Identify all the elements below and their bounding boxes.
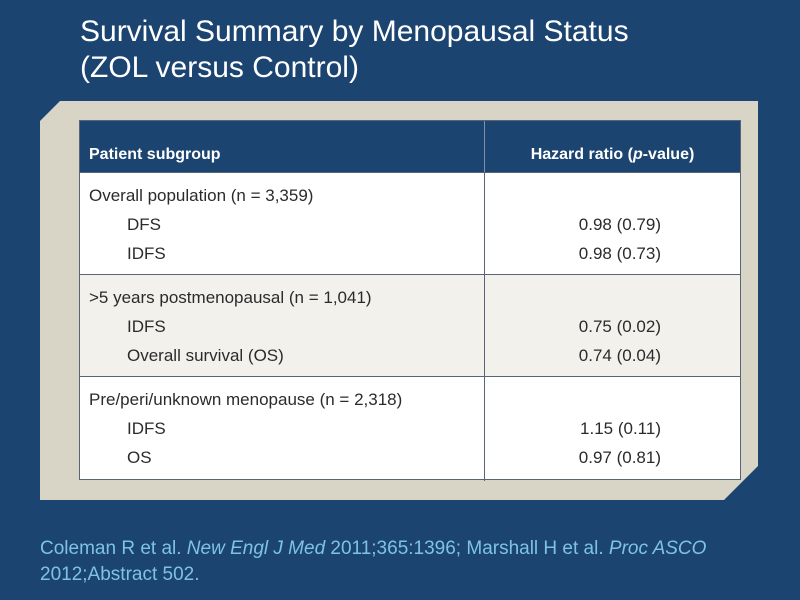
citation-journal2: Proc ASCO — [608, 538, 707, 559]
slide-title-line1: Survival Summary by Menopausal Status — [80, 15, 629, 48]
citation-part3: 2012;Abstract 502. — [40, 564, 200, 585]
header-patient-subgroup: Patient subgroup — [80, 121, 485, 172]
endpoint-label: OS — [127, 448, 152, 467]
hazard-value: 1.15 (0.11) — [580, 419, 661, 438]
table-header: Patient subgroup Hazard ratio (p -value) — [80, 121, 740, 173]
survival-table: Patient subgroup Hazard ratio (p -value) … — [79, 120, 741, 481]
endpoint-label: IDFS — [127, 317, 166, 336]
hazard-value: 0.98 (0.79) — [578, 215, 661, 234]
header-hazard-prefix: Hazard ratio ( — [530, 146, 633, 163]
endpoint-label: IDFS — [127, 419, 166, 438]
hazard-cell: 0.98 (0.79) 0.98 (0.73) — [485, 173, 740, 274]
subgroup-cell: Overall population (n = 3,359) DFS IDFS — [80, 173, 485, 274]
subgroup-cell: >5 years postmenopausal (n = 1,041) IDFS… — [80, 275, 485, 376]
endpoint-label: Overall survival (OS) — [127, 346, 284, 365]
citation: Coleman R et al. New Engl J Med 2011;365… — [40, 536, 770, 588]
citation-journal1: New Engl J Med — [186, 538, 326, 559]
table-row-group: Pre/peri/unknown menopause (n = 2,318) I… — [80, 377, 740, 481]
hazard-cell: 0.75 (0.02) 0.74 (0.04) — [485, 275, 740, 376]
header-hazard-ratio: Hazard ratio (p -value) — [485, 121, 740, 172]
subgroup-label: Pre/peri/unknown menopause (n = 2,318) — [89, 390, 403, 409]
slide-title: Survival Summary by Menopausal Status (Z… — [80, 14, 629, 86]
hazard-value: 0.97 (0.81) — [578, 448, 661, 467]
endpoint-label: DFS — [127, 215, 161, 234]
citation-part2: 2011;365:1396; Marshall H et al. — [325, 538, 609, 559]
subgroup-label: >5 years postmenopausal (n = 1,041) — [89, 288, 372, 307]
hazard-value: 0.98 (0.73) — [578, 244, 661, 263]
slide-title-line2: (ZOL versus Control) — [80, 51, 359, 84]
subgroup-cell: Pre/peri/unknown menopause (n = 2,318) I… — [80, 377, 485, 481]
citation-part1: Coleman R et al. — [40, 538, 187, 559]
table-row-group: Overall population (n = 3,359) DFS IDFS … — [80, 173, 740, 275]
table-row-group: >5 years postmenopausal (n = 1,041) IDFS… — [80, 275, 740, 377]
hazard-cell: 1.15 (0.11) 0.97 (0.81) — [485, 377, 740, 481]
header-hazard-suffix: -value) — [642, 146, 695, 163]
header-hazard-italic: p — [632, 146, 643, 163]
hazard-value: 0.74 (0.04) — [578, 346, 661, 365]
subgroup-label: Overall population (n = 3,359) — [89, 186, 314, 205]
hazard-value: 0.75 (0.02) — [578, 317, 661, 336]
endpoint-label: IDFS — [127, 244, 166, 263]
